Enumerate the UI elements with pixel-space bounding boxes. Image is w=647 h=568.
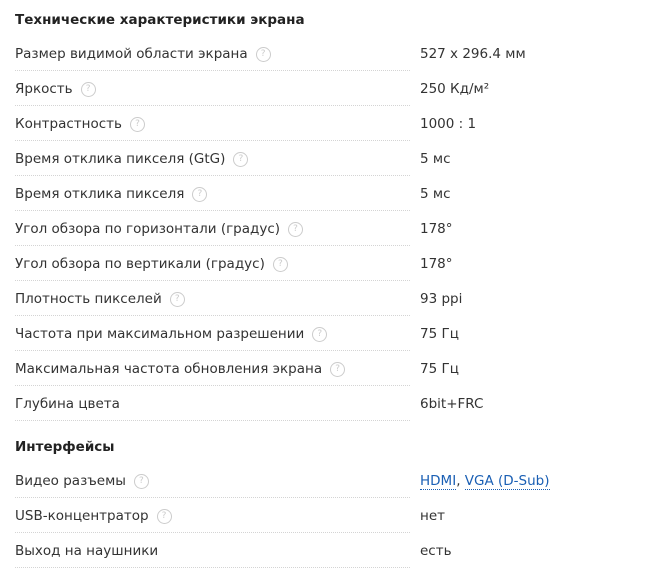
spec-value: 527 x 296.4 мм <box>420 45 526 62</box>
spec-label: Угол обзора по горизонтали (градус) <box>15 221 281 237</box>
spec-value: 75 Гц <box>420 360 459 377</box>
help-icon[interactable]: ? <box>312 326 328 342</box>
spec-value: 5 мс <box>420 150 451 167</box>
spec-value: есть <box>420 542 452 559</box>
spec-row: Размер видимой области экрана? 527 x 296.… <box>15 36 647 71</box>
spec-label-cell: Размер видимой области экрана? <box>15 36 410 71</box>
spec-value: 250 Кд/м² <box>420 80 490 97</box>
spec-label: Максимальная частота обновления экрана <box>15 361 323 377</box>
spec-label: Угол обзора по вертикали (градус) <box>15 256 265 272</box>
help-icon[interactable]: ? <box>192 186 208 202</box>
spec-value: 75 Гц <box>420 325 459 342</box>
spec-value: нет <box>420 507 445 524</box>
spec-row: Время отклика пикселя (GtG)? 5 мс <box>15 141 647 176</box>
spec-row: Максимальная частота обновления экрана? 7… <box>15 351 647 386</box>
spec-row: Глубина цвета 6bit+FRC <box>15 386 647 421</box>
spec-row: Время отклика пикселя? 5 мс <box>15 176 647 211</box>
spec-value: 178° <box>420 220 453 237</box>
help-icon[interactable]: ? <box>330 361 346 377</box>
spec-label-cell: Контрастность? <box>15 106 410 141</box>
spec-label: Выход на наушники <box>15 543 159 559</box>
spec-value: HDMI, VGA (D-Sub) <box>420 472 550 490</box>
section-title: Технические характеристики экрана <box>15 12 305 28</box>
spec-section: Интерфейсы Видео разъемы? HDMI, VGA (D-Sub… <box>15 437 647 568</box>
spec-row: Яркость? 250 Кд/м² <box>15 71 647 106</box>
spec-label: Глубина цвета <box>15 396 120 412</box>
spec-section: Технические характеристики экрана Размер … <box>15 10 647 421</box>
help-icon[interactable]: ? <box>272 256 288 272</box>
spec-row: Плотность пикселей? 93 ppi <box>15 281 647 316</box>
spec-label-cell: USB-концентратор? <box>15 498 410 533</box>
spec-label: Размер видимой области экрана <box>15 46 248 62</box>
spec-value: 6bit+FRC <box>420 395 484 412</box>
spec-label-cell: Угол обзора по вертикали (градус)? <box>15 246 410 281</box>
spec-row: Угол обзора по вертикали (градус)? 178° <box>15 246 647 281</box>
spec-label-cell: Угол обзора по горизонтали (градус)? <box>15 211 410 246</box>
help-icon[interactable]: ? <box>133 473 149 489</box>
spec-label: Частота при максимальном разрешении <box>15 326 305 342</box>
spec-label: Плотность пикселей <box>15 291 162 307</box>
spec-label-cell: Частота при максимальном разрешении? <box>15 316 410 351</box>
spec-row: Контрастность? 1000 : 1 <box>15 106 647 141</box>
spec-row: Выход на наушники есть <box>15 533 647 568</box>
help-icon[interactable]: ? <box>255 46 271 62</box>
spec-label-cell: Глубина цвета <box>15 386 410 421</box>
spec-value: 1000 : 1 <box>420 115 477 132</box>
help-icon[interactable]: ? <box>233 151 249 167</box>
spec-label-cell: Время отклика пикселя (GtG)? <box>15 141 410 176</box>
video-port-link[interactable]: VGA (D-Sub) <box>464 472 550 490</box>
spec-label: Яркость <box>15 81 73 97</box>
spec-label-cell: Плотность пикселей? <box>15 281 410 316</box>
help-icon[interactable]: ? <box>80 81 96 97</box>
help-icon[interactable]: ? <box>288 221 304 237</box>
spec-label-cell: Яркость? <box>15 71 410 106</box>
spec-row: Частота при максимальном разрешении? 75 Г… <box>15 316 647 351</box>
spec-label-cell: Выход на наушники <box>15 533 410 568</box>
spec-label: Время отклика пикселя (GtG) <box>15 151 226 167</box>
video-port-link[interactable]: HDMI <box>420 472 457 490</box>
section-title: Интерфейсы <box>15 439 115 455</box>
help-icon[interactable]: ? <box>130 116 145 132</box>
spec-row: Угол обзора по горизонтали (градус)? 178° <box>15 211 647 246</box>
spec-value: 5 мс <box>420 185 451 202</box>
help-icon[interactable]: ? <box>156 508 172 524</box>
help-icon[interactable]: ? <box>169 291 185 307</box>
spec-label-cell: Максимальная частота обновления экрана? <box>15 351 410 386</box>
spec-value: 178° <box>420 255 453 272</box>
spec-value: 93 ppi <box>420 290 463 307</box>
spec-label: USB-концентратор <box>15 508 149 524</box>
spec-label: Время отклика пикселя <box>15 186 185 202</box>
spec-label-cell: Время отклика пикселя? <box>15 176 410 211</box>
spec-row: USB-концентратор? нет <box>15 498 647 533</box>
spec-label: Видео разъемы <box>15 473 126 489</box>
spec-row: Видео разъемы? HDMI, VGA (D-Sub) <box>15 463 647 498</box>
spec-label: Контрастность <box>15 116 122 132</box>
spec-label-cell: Видео разъемы? <box>15 463 410 498</box>
